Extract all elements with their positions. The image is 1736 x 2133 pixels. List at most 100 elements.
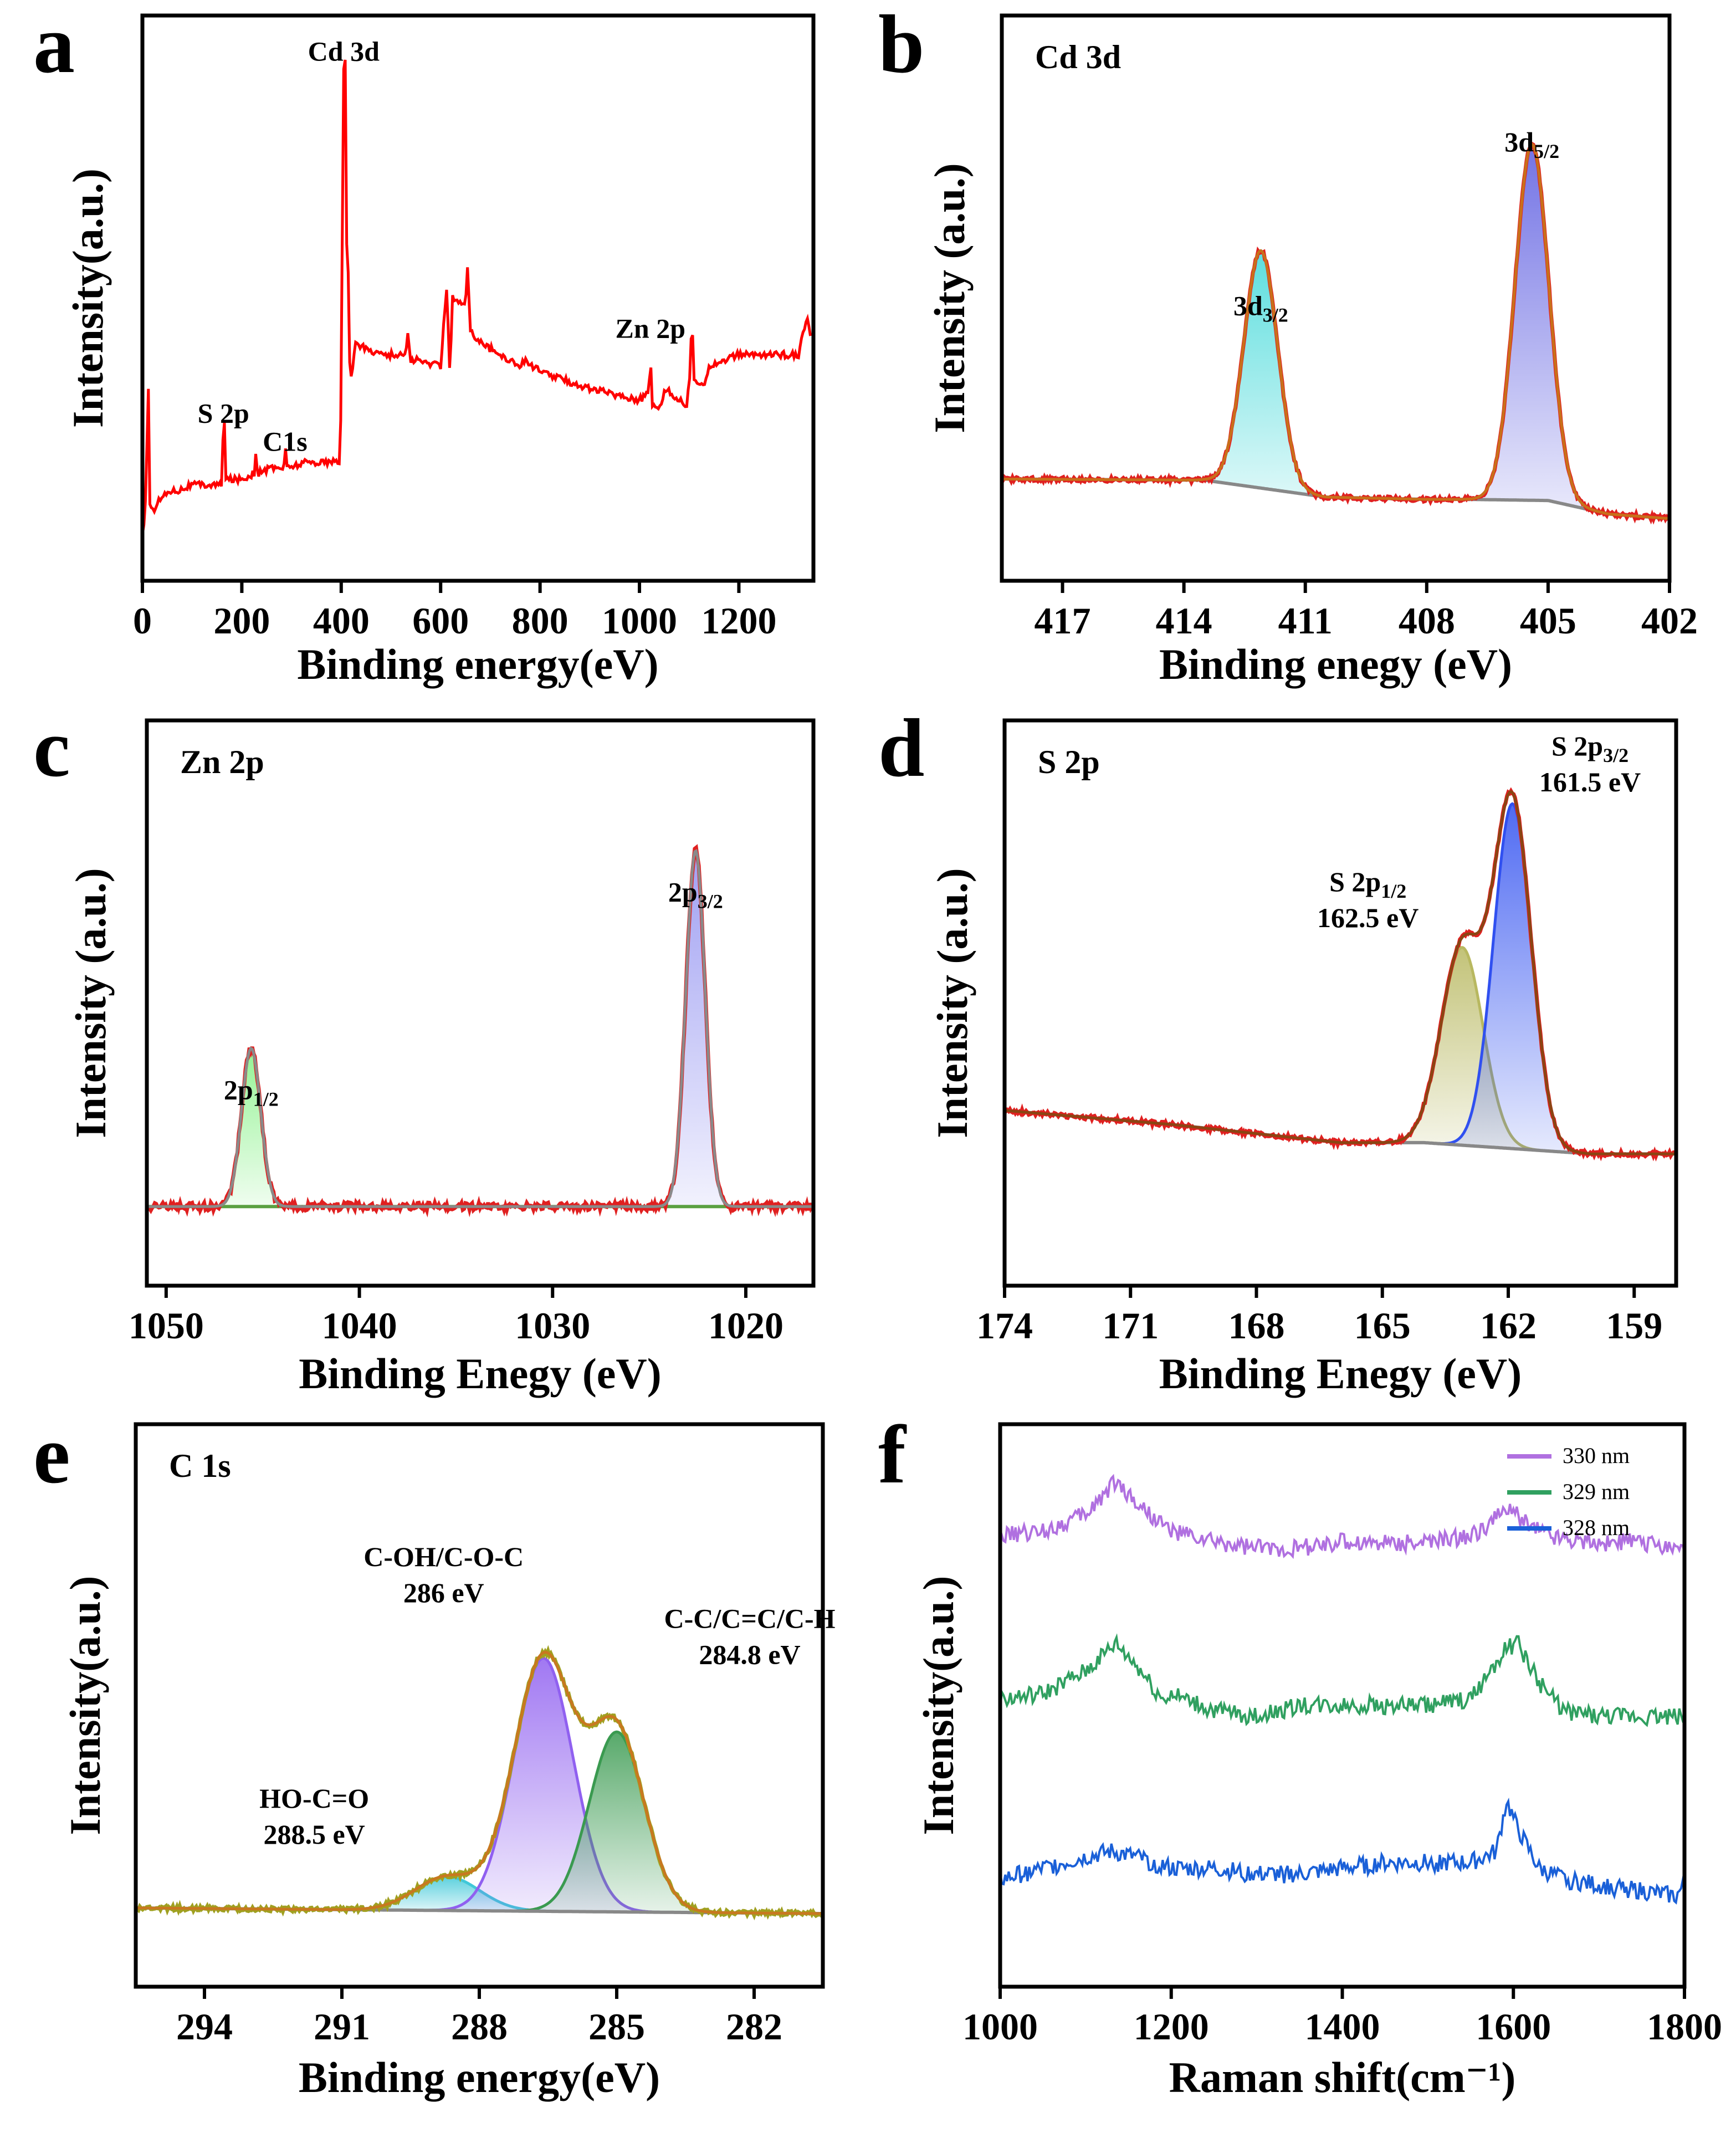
annotation-label: 2p1/2 xyxy=(224,1074,279,1110)
peak-fill-2 xyxy=(136,1658,823,1914)
x-tick-label: 1000 xyxy=(602,600,677,642)
x-tick-label: 400 xyxy=(313,600,370,642)
x-tick-label: 1000 xyxy=(962,2006,1038,2048)
plot-area xyxy=(1005,787,1676,1162)
panel-letter: a xyxy=(33,0,75,90)
x-tick-label: 1030 xyxy=(515,1305,590,1347)
legend-label: 328 nm xyxy=(1563,1515,1630,1540)
legend-label: 329 nm xyxy=(1563,1479,1630,1504)
annotation-label: Zn 2p xyxy=(616,313,685,344)
panel-d: 174 171 168 165 162 159 Binding Enegy (eV) Inte… xyxy=(878,702,1678,1398)
x-tick-label: 1020 xyxy=(708,1305,783,1347)
x-axis-label: Binding Enegy (eV) xyxy=(299,1349,661,1398)
panel-title: Cd 3d xyxy=(1035,39,1121,75)
envelope-line xyxy=(1002,142,1670,520)
plot-frame xyxy=(145,718,816,1288)
annotation-label: S 2p3/2 xyxy=(1551,730,1629,766)
envelope-line xyxy=(147,848,813,1208)
x-tick-label: 414 xyxy=(1156,600,1212,642)
y-axis-label: Intensity(a.u.) xyxy=(61,1576,109,1835)
raw-data-line xyxy=(136,1645,823,1921)
baseline-line xyxy=(1005,1108,1676,1156)
annotation-label: Cd 3d xyxy=(308,36,380,67)
series-line-survey xyxy=(142,59,812,535)
panel-title: Zn 2p xyxy=(180,744,264,780)
panel-letter: d xyxy=(878,702,924,794)
plot-frame xyxy=(1002,718,1678,1288)
y-axis-label: Intensity(a.u.) xyxy=(64,168,112,428)
x-tick-label: 159 xyxy=(1606,1305,1662,1347)
x-tick-label: 411 xyxy=(1278,600,1333,642)
raw-data-line xyxy=(1002,141,1670,525)
x-tick-label: 174 xyxy=(976,1305,1033,1347)
annotation-value: 162.5 eV xyxy=(1317,902,1418,933)
y-axis-label: Intensity(a.u.) xyxy=(914,1576,962,1835)
x-tick-label: 1050 xyxy=(129,1305,204,1347)
annotation-value: 284.8 eV xyxy=(699,1639,800,1670)
plot-area xyxy=(142,59,812,535)
annotation-label: S 2p1/2 xyxy=(1329,866,1406,902)
plot-frame xyxy=(140,13,816,583)
annotation-value: 288.5 eV xyxy=(263,1819,365,1850)
x-tick-label: 408 xyxy=(1399,600,1455,642)
annotation-label: C-C/C=C/C-H xyxy=(664,1603,835,1634)
y-axis-label: Intensity (a.u.) xyxy=(66,868,115,1138)
peak-line-2 xyxy=(1002,142,1670,520)
x-axis-label: Binding Enegy (eV) xyxy=(1159,1349,1522,1398)
x-tick-label: 600 xyxy=(412,600,469,642)
series-line-330-nm xyxy=(1000,1474,1684,1559)
plot-area xyxy=(1002,141,1670,525)
x-tick-label: 294 xyxy=(176,2006,233,2048)
x-tick-label: 1600 xyxy=(1476,2006,1551,2048)
x-axis-label: Binding energy(eV) xyxy=(297,640,658,688)
x-axis-label: Binding enegy (eV) xyxy=(1159,640,1512,688)
x-tick-label: 291 xyxy=(314,2006,370,2048)
x-tick-label: 800 xyxy=(512,600,569,642)
x-tick-label: 1200 xyxy=(701,600,776,642)
x-axis-label: Raman shift(cm⁻¹) xyxy=(1169,2053,1516,2101)
x-tick-label: 417 xyxy=(1035,600,1091,642)
plot-area xyxy=(147,844,813,1218)
y-axis-label: Intensity (a.u.) xyxy=(925,163,974,433)
panel-letter: f xyxy=(878,1409,907,1501)
series-line-329-nm xyxy=(1000,1633,1684,1727)
panel-title: S 2p xyxy=(1038,744,1100,780)
x-tick-label: 200 xyxy=(213,600,270,642)
x-tick-label: 168 xyxy=(1228,1305,1285,1347)
panel-letter: c xyxy=(33,702,70,794)
x-tick-label: 405 xyxy=(1520,600,1576,642)
x-tick-label: 402 xyxy=(1641,600,1698,642)
panel-letter: b xyxy=(878,0,924,90)
peak-line-2 xyxy=(1005,802,1676,1155)
x-tick-label: 282 xyxy=(726,2006,782,2048)
annotation-label: S 2p xyxy=(198,397,249,428)
x-tick-label: 162 xyxy=(1480,1305,1537,1347)
annotation-label: 3d5/2 xyxy=(1504,126,1559,162)
panel-e: 294 291 288 285 282 Binding energy(eV) Intensi… xyxy=(33,1409,836,2101)
panel-letter: e xyxy=(33,1409,70,1501)
panel-c: 1050 1040 1030 1020 Binding Enegy (eV) Intens… xyxy=(33,702,816,1398)
x-tick-label: 1400 xyxy=(1305,2006,1380,2048)
x-tick-label: 1200 xyxy=(1134,2006,1209,2048)
y-axis-label: Intensity (a.u.) xyxy=(928,868,976,1138)
annotation-label: HO-C=O xyxy=(259,1783,369,1814)
peak-line-2 xyxy=(136,1656,823,1915)
envelope-line xyxy=(1005,790,1676,1155)
x-tick-label: 1800 xyxy=(1647,2006,1722,2048)
x-tick-label: 171 xyxy=(1102,1305,1159,1347)
series-line-328-nm xyxy=(1000,1797,1684,1905)
plot-frame xyxy=(1000,13,1672,583)
peak-fill-1 xyxy=(1005,947,1676,1154)
annotation-value: 161.5 eV xyxy=(1539,766,1641,797)
raw-data-line xyxy=(1005,787,1676,1162)
peak-fill-2 xyxy=(1005,804,1676,1154)
x-tick-label: 1040 xyxy=(322,1305,397,1347)
envelope-line xyxy=(136,1650,823,1915)
legend-label: 330 nm xyxy=(1563,1443,1630,1468)
panel-f: 1000 1200 1400 1600 1800 Raman shift(cm⁻¹) Int… xyxy=(878,1409,1722,2101)
plot-area xyxy=(136,1645,823,1921)
x-tick-label: 0 xyxy=(133,600,152,642)
annotation-label: 2p3/2 xyxy=(668,876,723,912)
annotation-label: C1s xyxy=(263,426,308,457)
